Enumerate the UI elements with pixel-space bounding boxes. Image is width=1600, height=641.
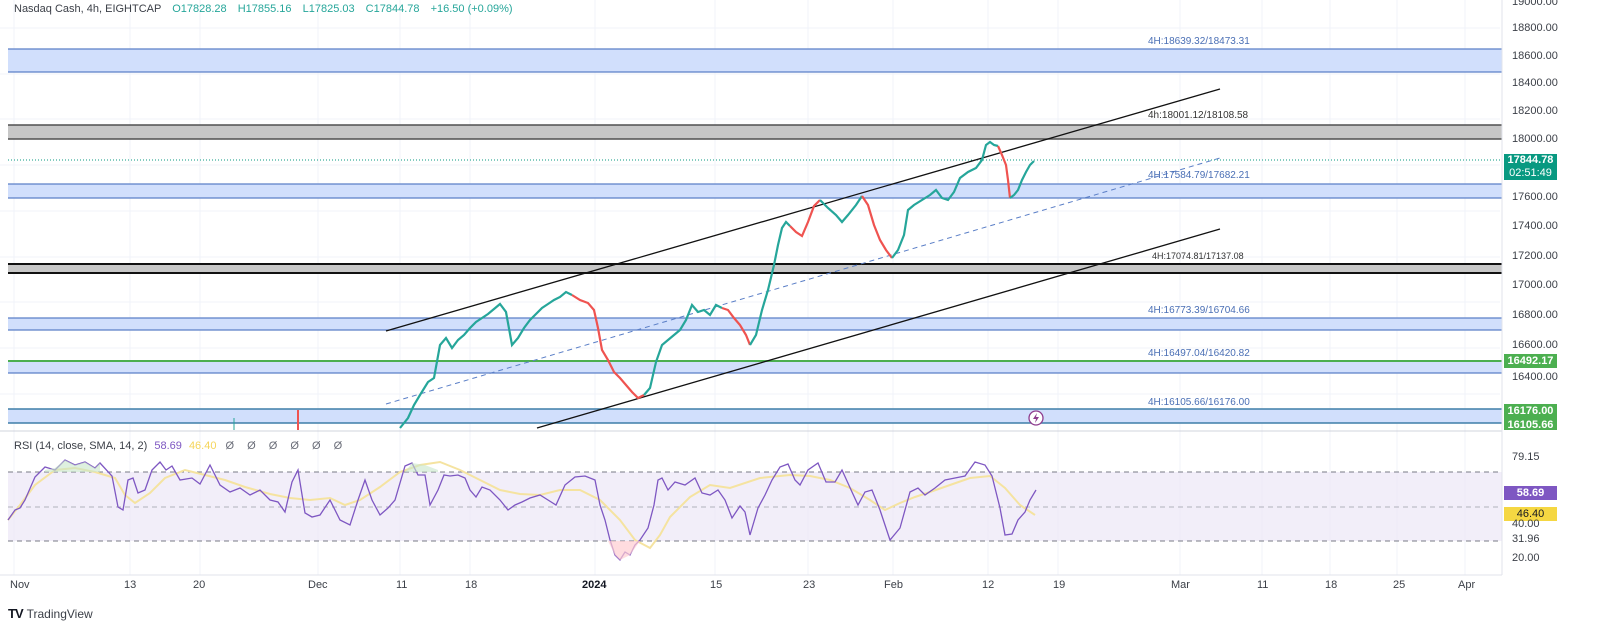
price-tick: 17000.00 [1512,279,1558,291]
tradingview-logo-icon: TV [8,606,24,621]
rsi-tick: 31.96 [1512,533,1540,545]
time-tick: 11 [396,579,408,591]
zone-label-16105: 4H:16105.66/16176.00 [1148,397,1250,408]
rsi-sma-value: 46.40 [188,440,217,452]
last-price-tag: 17844.78 02:51:49 [1504,154,1557,180]
time-tick: 25 [1393,579,1406,591]
time-tick: Nov [10,579,30,591]
symbol-legend[interactable]: Nasdaq Cash, 4h, EIGHTCAP O17828.28 H178… [14,3,513,15]
candles [233,140,1035,430]
tradingview-brand[interactable]: TV TradingView [8,606,93,621]
rsi-tick: 79.15 [1512,451,1540,463]
zone-label-17074: 4H:17074.81/17137.08 [1152,251,1244,261]
price-tick: 19000.00 [1512,0,1558,8]
time-tick: Feb [884,579,903,591]
level-tag-16105: 16105.66 [1504,418,1557,430]
change-value: +16.50 (+0.09%) [430,3,513,15]
time-tick: 19 [1053,579,1066,591]
zone-label-18639: 4H:18639.32/18473.31 [1148,36,1250,47]
price-tick: 17600.00 [1512,191,1558,203]
rsi-tick: 40.00 [1512,518,1540,530]
time-tick: 15 [710,579,723,591]
channel-mid-line[interactable] [385,157,1221,405]
price-tick: 18000.00 [1512,133,1558,145]
zone-17074[interactable] [8,263,1502,274]
zone-label-17584: 4H:17584.79/17682.21 [1148,170,1250,181]
time-tick: Dec [308,579,328,591]
zone-18001[interactable] [8,124,1502,140]
channel-upper-line[interactable] [385,88,1221,332]
price-tick: 16600.00 [1512,339,1558,351]
price-tick: 18400.00 [1512,77,1558,89]
zone-label-16773: 4H:16773.39/16704.66 [1148,305,1250,316]
open-value: O17828.28 [172,3,227,15]
price-tick: 16800.00 [1512,309,1558,321]
zone-17584[interactable] [8,183,1502,199]
channel-lower-line[interactable] [536,228,1221,429]
rsi-legend[interactable]: RSI (14, close, SMA, 14, 2) 58.69 46.40 … [14,440,347,452]
time-tick: 11 [1257,579,1269,591]
price-tick: 17200.00 [1512,250,1558,262]
zone-16497[interactable] [8,360,1502,374]
time-tick: 13 [124,579,137,591]
time-tick: 20 [193,579,206,591]
level-tag-16492: 16492.17 [1504,354,1557,368]
rsi-sma-tag: 46.40 [1504,507,1557,521]
last-price-value: 17844.78 [1507,154,1554,166]
time-tick: 18 [1325,579,1338,591]
zone-16105[interactable] [8,408,1502,424]
rsi-title: RSI (14, close, SMA, 14, 2) [14,440,148,452]
price-tick: 16400.00 [1512,371,1558,383]
time-tick: 12 [982,579,995,591]
rsi-placeholders: Ø Ø Ø Ø Ø Ø [225,440,348,452]
brand-name: TradingView [26,606,93,621]
zone-label-16497: 4H:16497.04/16420.82 [1148,348,1250,359]
symbol-title: Nasdaq Cash, 4h, EIGHTCAP [14,3,162,15]
rsi-value-tag: 58.69 [1504,486,1557,500]
time-tick: 18 [465,579,478,591]
time-tick: 23 [803,579,816,591]
rsi-pane[interactable] [7,459,1502,562]
price-tick: 18800.00 [1512,22,1558,34]
time-tick: Apr [1458,579,1476,591]
time-tick-year: 2024 [582,579,607,591]
price-tick: 18600.00 [1512,50,1558,62]
high-value: H17855.16 [237,3,292,15]
bar-countdown: 02:51:49 [1509,167,1552,179]
alert-lightning-icon[interactable] [1028,410,1044,426]
zone-16773[interactable] [8,317,1502,331]
level-tag-16176: 16176.00 [1504,404,1557,418]
time-tick: Mar [1171,579,1190,591]
low-value: L17825.03 [302,3,355,15]
zone-label-18001: 4h:18001.12/18108.58 [1148,110,1249,121]
price-tick: 18200.00 [1512,105,1558,117]
price-tick: 17400.00 [1512,220,1558,232]
rsi-tick: 20.00 [1512,552,1540,564]
close-value: C17844.78 [365,3,420,15]
rsi-value: 58.69 [154,440,182,452]
zone-18639[interactable] [8,48,1502,73]
